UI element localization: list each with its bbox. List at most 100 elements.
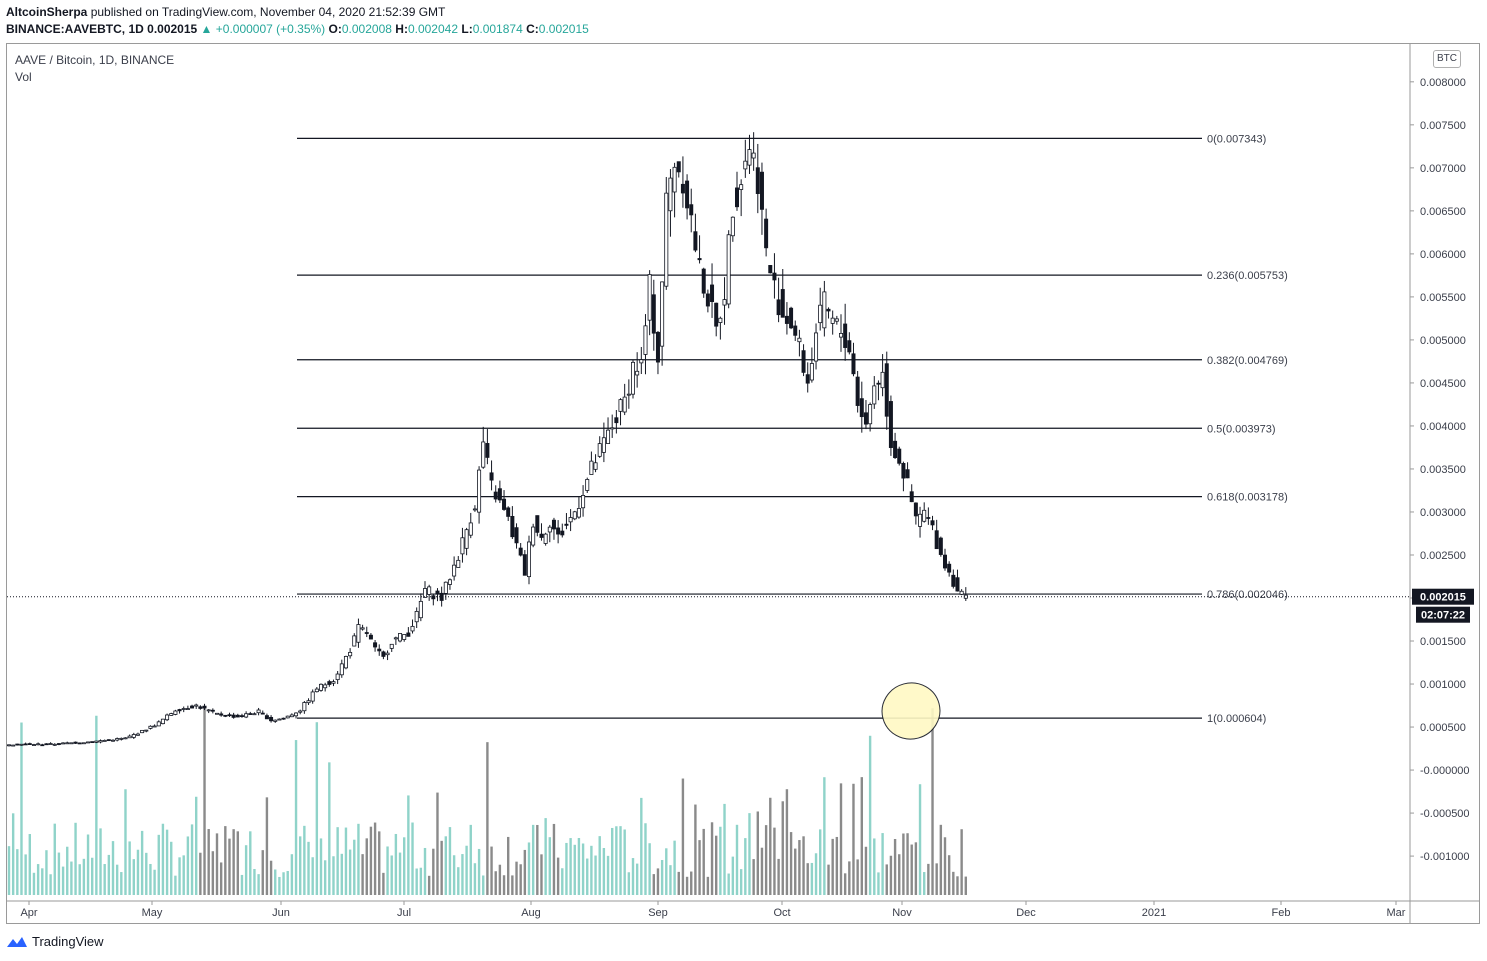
candle-up[interactable] [214,712,219,715]
candle-down[interactable] [780,289,785,318]
candle-up[interactable] [410,625,415,632]
candle-up[interactable] [747,149,752,166]
candle-up[interactable] [581,495,586,509]
candle-up[interactable] [726,234,731,305]
candle-down[interactable] [381,651,386,657]
candle-down[interactable] [926,517,931,519]
candle-up[interactable] [422,588,427,598]
candle-down[interactable] [506,507,511,517]
candle-down[interactable] [735,187,740,208]
candle-up[interactable] [606,429,611,444]
candle-up[interactable] [352,635,357,647]
candle-down[interactable] [901,463,906,479]
candle-down[interactable] [56,743,61,745]
candle-down[interactable] [651,294,656,334]
candle-up[interactable] [65,742,70,745]
candle-down[interactable] [680,183,685,194]
candle-up[interactable] [834,318,839,322]
candle-up[interactable] [589,460,594,475]
candle-down[interactable] [327,681,332,685]
candle-up[interactable] [593,462,598,470]
candle-down[interactable] [851,353,856,375]
candle-up[interactable] [443,581,448,594]
candle-up[interactable] [314,688,319,693]
candle-down[interactable] [502,498,507,510]
candle-up[interactable] [135,733,140,736]
candle-down[interactable] [909,491,914,503]
candle-down[interactable] [227,714,232,717]
candle-up[interactable] [643,325,648,355]
candle-up[interactable] [343,656,348,669]
candle-up[interactable] [306,700,311,704]
candle-up[interactable] [668,177,673,212]
candle-down[interactable] [789,307,794,329]
candle-up[interactable] [427,586,432,595]
candle-up[interactable] [797,337,802,343]
candle-up[interactable] [98,740,103,743]
candle-up[interactable] [751,152,756,159]
candle-down[interactable] [843,323,848,348]
candle-down[interactable] [560,530,565,536]
candle-down[interactable] [893,440,898,459]
candle-down[interactable] [714,302,719,327]
candle-up[interactable] [647,274,652,321]
candle-down[interactable] [955,577,960,592]
candle-up[interactable] [252,713,257,716]
candle-up[interactable] [256,709,261,714]
candle-up[interactable] [456,559,461,568]
candle-up[interactable] [19,743,24,746]
candle-up[interactable] [339,663,344,676]
candle-up[interactable] [739,184,744,190]
price-tag[interactable] [1412,588,1474,605]
candle-down[interactable] [705,293,710,307]
candle-up[interactable] [160,718,165,725]
candle-up[interactable] [31,744,36,746]
candle-up[interactable] [718,317,723,323]
candle-up[interactable] [460,537,465,555]
candle-down[interactable] [23,743,28,746]
candle-up[interactable] [635,370,640,376]
candle-down[interactable] [693,231,698,251]
candle-down[interactable] [768,265,773,274]
candle-up[interactable] [302,702,307,712]
candle-up[interactable] [447,579,452,585]
candle-up[interactable] [547,526,552,533]
candle-up[interactable] [477,469,482,513]
candle-down[interactable] [897,448,902,464]
candle-up[interactable] [86,741,91,744]
candle-down[interactable] [431,595,436,600]
candle-down[interactable] [177,709,182,712]
candle-up[interactable] [839,332,844,338]
candle-up[interactable] [11,744,16,747]
candle-down[interactable] [655,331,660,363]
chart-frame[interactable] [6,43,1480,924]
candle-up[interactable] [814,332,819,362]
candle-down[interactable] [855,376,860,406]
candle-up[interactable] [809,363,814,381]
candle-down[interactable] [826,308,831,312]
candle-down[interactable] [223,714,228,717]
candle-up[interactable] [880,371,885,389]
candle-down[interactable] [210,709,215,712]
candle-up[interactable] [194,704,199,707]
candle-up[interactable] [472,508,477,511]
candle-down[interactable] [888,401,893,448]
candle-up[interactable] [165,714,170,721]
candle-down[interactable] [406,632,411,637]
candle-up[interactable] [597,443,602,457]
candle-down[interactable] [556,527,561,535]
candle-down[interactable] [784,315,789,324]
author-name[interactable]: AltcoinSherpa [6,5,88,19]
candle-down[interactable] [248,713,253,715]
candle-down[interactable] [535,515,540,533]
candle-up[interactable] [818,304,823,324]
candle-up[interactable] [464,529,469,549]
candle-up[interactable] [111,739,116,742]
candle-down[interactable] [776,299,781,316]
candle-down[interactable] [934,530,939,550]
candle-up[interactable] [468,522,473,536]
candle-down[interactable] [884,363,889,417]
candle-down[interactable] [876,382,881,385]
candle-up[interactable] [277,718,282,721]
tradingview-brand[interactable]: TradingView [6,934,104,949]
